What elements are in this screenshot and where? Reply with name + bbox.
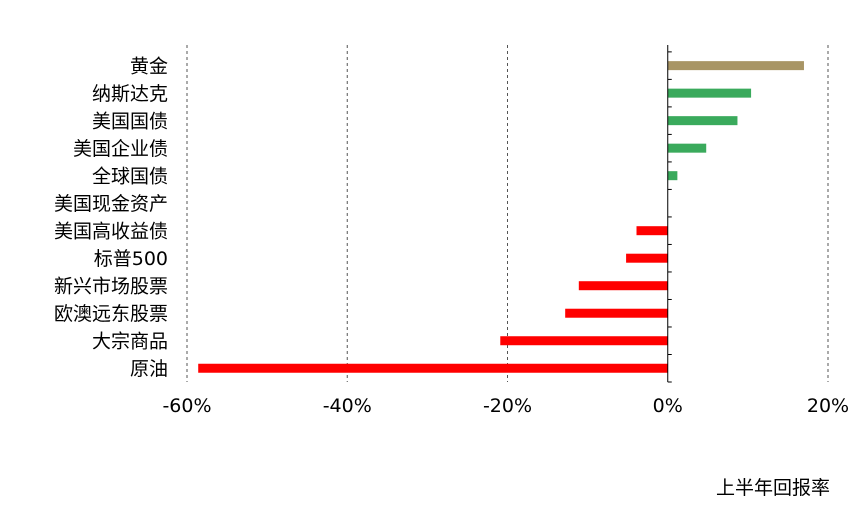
category-label: 美国企业债 xyxy=(73,138,168,160)
bar xyxy=(667,61,804,71)
x-tick-label: 0% xyxy=(653,395,683,417)
x-tick-label: 20% xyxy=(807,395,849,417)
bars xyxy=(198,61,804,373)
bar xyxy=(667,171,678,181)
category-label: 美国高收益债 xyxy=(54,221,168,243)
x-axis-label: 上半年回报率 xyxy=(716,477,830,499)
x-tick-label: -20% xyxy=(483,395,532,417)
category-label: 美国国债 xyxy=(92,111,168,133)
x-tick-labels: -60% -40% -20% 0% 20% xyxy=(162,395,849,417)
category-label: 黄金 xyxy=(130,56,168,78)
bar xyxy=(667,143,707,153)
x-tick-label: -40% xyxy=(323,395,372,417)
category-label: 大宗商品 xyxy=(92,331,168,353)
bar xyxy=(667,88,752,98)
category-label: 标普500 xyxy=(94,248,168,270)
bar xyxy=(667,116,738,126)
category-label: 美国现金资产 xyxy=(54,193,168,215)
bar xyxy=(500,336,668,346)
category-label: 新兴市场股票 xyxy=(54,276,168,298)
zero-axis xyxy=(667,45,672,383)
grid-lines xyxy=(186,45,829,382)
bar xyxy=(198,363,668,373)
category-label: 全球国债 xyxy=(92,166,168,188)
bar xyxy=(636,226,668,236)
category-label: 原油 xyxy=(130,358,168,380)
x-tick-label: -60% xyxy=(162,395,211,417)
bar xyxy=(626,253,668,263)
bar xyxy=(578,281,668,291)
bar xyxy=(565,308,668,318)
category-label: 欧澳远东股票 xyxy=(54,303,168,325)
category-label: 纳斯达克 xyxy=(92,83,168,105)
